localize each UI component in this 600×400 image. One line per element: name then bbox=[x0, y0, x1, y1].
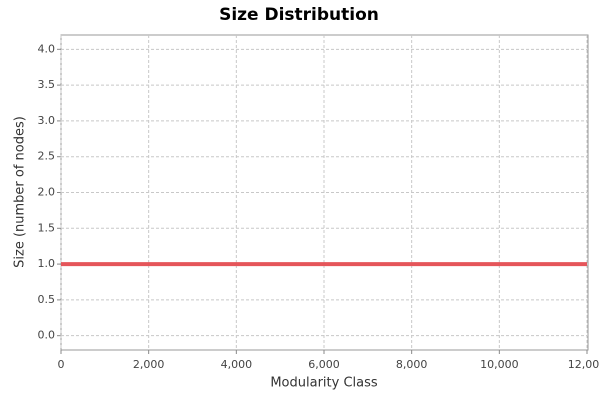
y-tick-label: 1.5 bbox=[38, 221, 56, 234]
x-tick-label: 0 bbox=[58, 358, 65, 371]
y-tick-label: 4.0 bbox=[38, 42, 56, 55]
chart-title: Size Distribution bbox=[219, 5, 379, 25]
y-tick-label: 1.0 bbox=[38, 257, 56, 270]
x-tick-label: 6,000 bbox=[308, 358, 340, 371]
y-tick-label: 2.5 bbox=[38, 150, 56, 163]
x-tick-label: 10,000 bbox=[480, 358, 519, 371]
x-tick-label: 12,000 bbox=[568, 358, 600, 371]
x-tick-label: 4,000 bbox=[221, 358, 253, 371]
x-tick-label: 8,000 bbox=[396, 358, 428, 371]
x-axis-label: Modularity Class bbox=[270, 376, 378, 391]
y-tick-label: 2.0 bbox=[38, 186, 56, 199]
y-tick-label: 3.5 bbox=[38, 78, 56, 91]
y-tick-label: 0.5 bbox=[38, 293, 56, 306]
y-tick-label: 0.0 bbox=[38, 329, 56, 342]
y-axis-label: Size (number of nodes) bbox=[13, 116, 28, 268]
y-tick-label: 3.0 bbox=[38, 114, 56, 127]
x-tick-label: 2,000 bbox=[133, 358, 165, 371]
